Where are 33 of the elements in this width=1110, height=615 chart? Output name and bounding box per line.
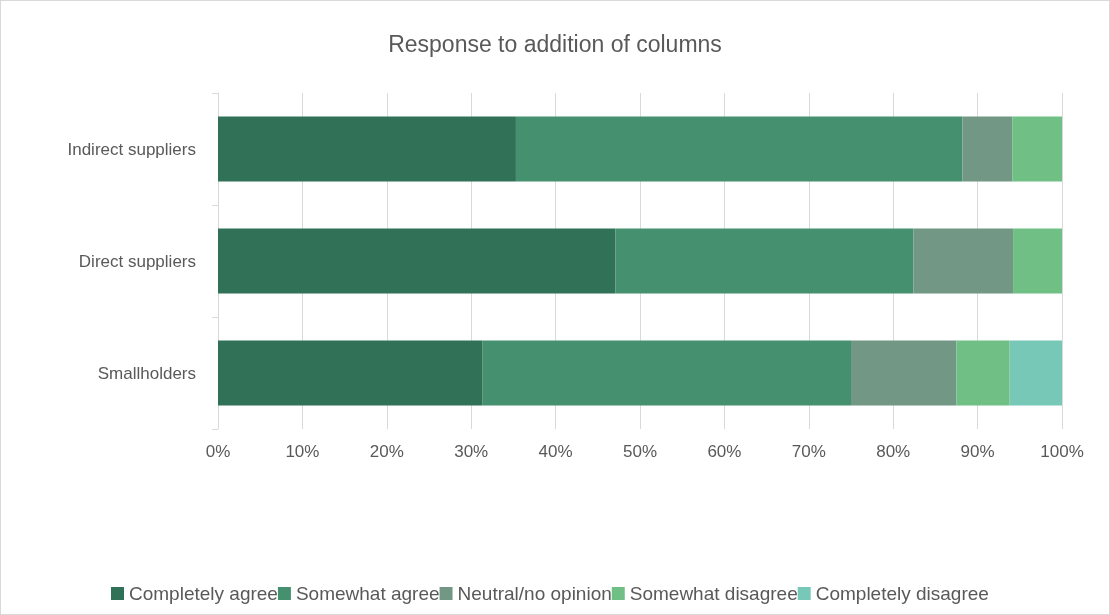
- bar: [1009, 340, 1062, 406]
- legend-label: Completely disagree: [815, 583, 989, 604]
- legend-label: Neutral/no opinion: [457, 583, 612, 604]
- x-tick-label: 100%: [1040, 442, 1084, 461]
- bar: [851, 340, 957, 406]
- x-tick-label: 50%: [622, 442, 658, 461]
- y-tick-label: Direct suppliers: [78, 251, 196, 271]
- y-tick-label: Smallholders: [97, 363, 196, 383]
- x-tick-label: 80%: [876, 442, 911, 461]
- bar: [913, 228, 1014, 294]
- x-tick-label: 0%: [205, 442, 231, 461]
- x-tick-label: 10%: [285, 442, 320, 461]
- bar: [218, 228, 616, 294]
- x-tick-label: 70%: [791, 442, 826, 461]
- x-tick-label: 90%: [960, 442, 995, 461]
- bar: [218, 340, 483, 406]
- bar: [1012, 116, 1062, 182]
- chart-title: Response to addition of columns: [388, 30, 722, 57]
- bar: [515, 116, 963, 182]
- legend-label: Somewhat disagree: [629, 583, 798, 604]
- legend-label: Somewhat agree: [295, 583, 440, 604]
- bar: [482, 340, 851, 406]
- bar: [218, 116, 516, 182]
- y-tick-label: Indirect suppliers: [67, 139, 196, 159]
- bar: [615, 228, 914, 294]
- bar: [956, 340, 1010, 406]
- x-tick-label: 40%: [538, 442, 573, 461]
- x-tick-label: 60%: [707, 442, 742, 461]
- x-tick-label: 20%: [369, 442, 404, 461]
- bar: [962, 116, 1013, 182]
- bar: [1013, 228, 1062, 294]
- x-tick-label: 30%: [454, 442, 489, 461]
- legend-label: Completely agree: [129, 583, 278, 604]
